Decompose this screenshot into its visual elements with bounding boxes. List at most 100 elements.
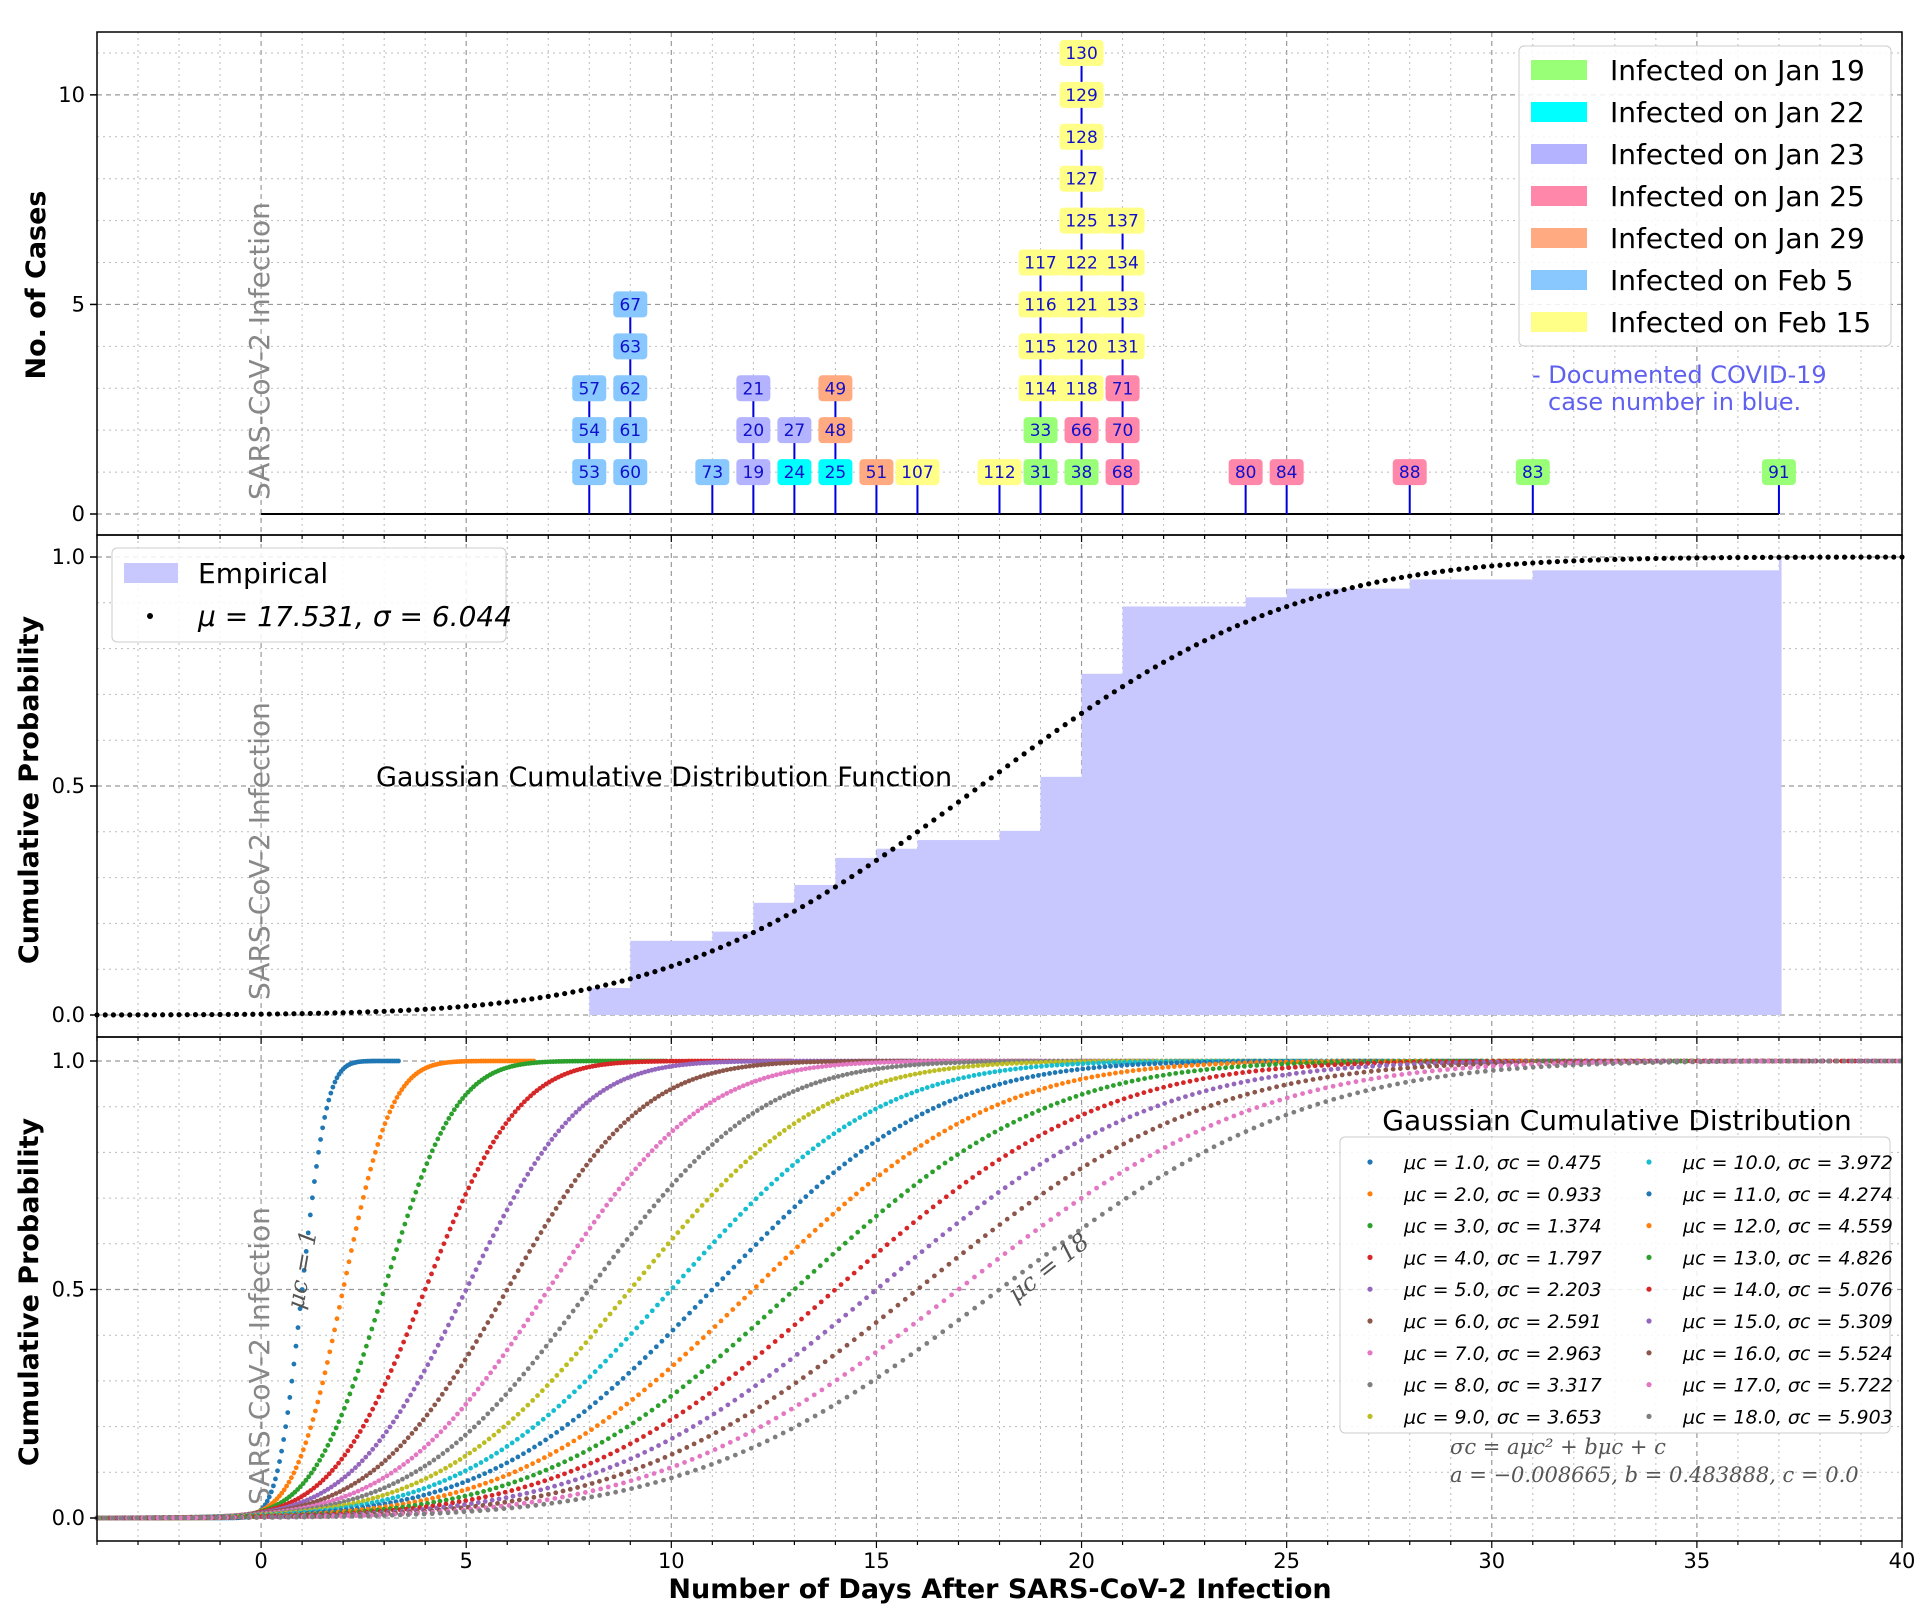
case-box [1761,459,1796,486]
series-point [1013,1077,1019,1083]
case-box [1269,459,1304,486]
series-point [529,1499,535,1505]
series-point [519,1261,525,1267]
series-point [293,1343,299,1349]
cdf-point [717,944,724,951]
series-point [1323,1099,1329,1105]
legend-label: Infected on Jan 25 [1610,180,1865,213]
series-point [718,1353,723,1359]
case-number: 33 [1030,421,1052,441]
series-point [1136,1067,1142,1073]
series-point [360,1498,366,1504]
series-point [552,1332,558,1338]
series-point [825,1293,831,1299]
series-point [475,1500,481,1505]
series-point [542,1292,547,1298]
series-point [454,1482,460,1488]
series-point [438,1468,444,1474]
series-point [785,1327,791,1333]
series-point [1142,1076,1147,1081]
series-point [1011,1119,1017,1125]
series-point [492,1364,498,1370]
series-point [736,1085,742,1090]
series-point [513,1335,518,1341]
series-point [789,1250,795,1255]
series-point [570,1417,576,1423]
series-point [1349,1065,1355,1071]
series-point [871,1177,877,1182]
case-number: 91 [1768,463,1790,483]
series-point [370,1446,376,1452]
series-point [1291,1109,1297,1115]
series-point [822,1077,828,1083]
series-point [595,1214,601,1219]
series-point [865,1355,871,1361]
series-point [400,1476,405,1482]
series-point [462,1502,467,1508]
series-point [653,1377,659,1383]
series-point [748,1247,753,1253]
series-point [961,1216,967,1221]
series-point [844,1092,850,1098]
series-point [407,1324,413,1330]
cdf-point [1858,554,1864,560]
series-point [806,1112,811,1117]
series-point [822,1329,828,1335]
series-point [931,1273,937,1279]
series-point [968,1210,973,1216]
series-point [520,1407,526,1413]
series-point [1193,1129,1199,1135]
series-point [849,1070,855,1076]
series-point [970,1059,976,1065]
series-point [972,1274,977,1280]
series-point [720,1426,726,1431]
series-point [303,1248,309,1254]
case-number: 133 [1106,295,1138,315]
series-point [397,1512,403,1518]
series-point [328,1484,334,1490]
series-point [901,1155,906,1160]
series-point [623,1336,629,1342]
series-point [1014,1060,1020,1066]
series-point [751,1063,756,1069]
cdf-point [430,1006,436,1012]
series-point [615,1248,621,1254]
series-point [1143,1130,1148,1136]
series-point [895,1302,901,1308]
series-point [415,1380,420,1386]
y-tick-label: 5 [72,292,85,316]
series-point [1395,1081,1400,1087]
series-point [665,1291,671,1296]
empirical-bar [1040,776,1083,1015]
case-number: 38 [1071,463,1093,483]
case-number: 68 [1112,463,1134,483]
series-point [924,1139,930,1145]
series-point [480,1253,486,1259]
series-point [641,1104,646,1110]
series-point [422,1463,428,1469]
series-point [364,1418,369,1424]
series-point [416,1302,422,1307]
series-point [1339,1094,1345,1100]
series-point [775,1220,781,1226]
series-point [467,1450,473,1456]
series-point [990,1062,995,1067]
series-point [506,1117,512,1122]
cdf-point [791,908,797,914]
cdf-point [1062,722,1068,728]
series-point [450,1219,456,1225]
legend-label: Infected on Jan 29 [1610,222,1865,255]
series-point [613,1489,619,1495]
legend-marker [1367,1350,1373,1356]
series-point [754,1062,760,1068]
series-point [1128,1094,1134,1100]
series-point [1384,1062,1389,1068]
cdf-point [750,929,756,936]
series-point [1099,1127,1105,1132]
series-point [753,1242,759,1247]
legend-series-name: μc = 3.0, σc = 1.374 [1403,1216,1602,1238]
series-point [332,1327,337,1333]
series-point [373,1513,379,1519]
series-point [692,1304,698,1310]
